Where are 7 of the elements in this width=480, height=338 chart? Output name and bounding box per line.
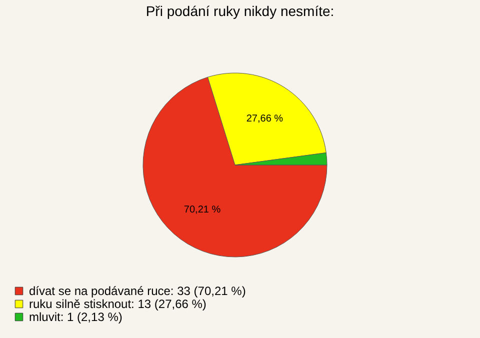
legend-label: mluvit: 1 (2,13 %) bbox=[29, 310, 122, 324]
data-label: 27,66 % bbox=[246, 113, 284, 124]
data-label: 70,21 % bbox=[184, 204, 221, 216]
pie-slice bbox=[142, 76, 328, 258]
legend-label: dívat se na podávané ruce: 33 (70,21 %) bbox=[29, 284, 246, 298]
chart-title: Při podání ruky nikdy nesmíte: bbox=[146, 3, 334, 19]
legend-label: ruku silně stisknout: 13 (27,66 %) bbox=[29, 297, 206, 311]
